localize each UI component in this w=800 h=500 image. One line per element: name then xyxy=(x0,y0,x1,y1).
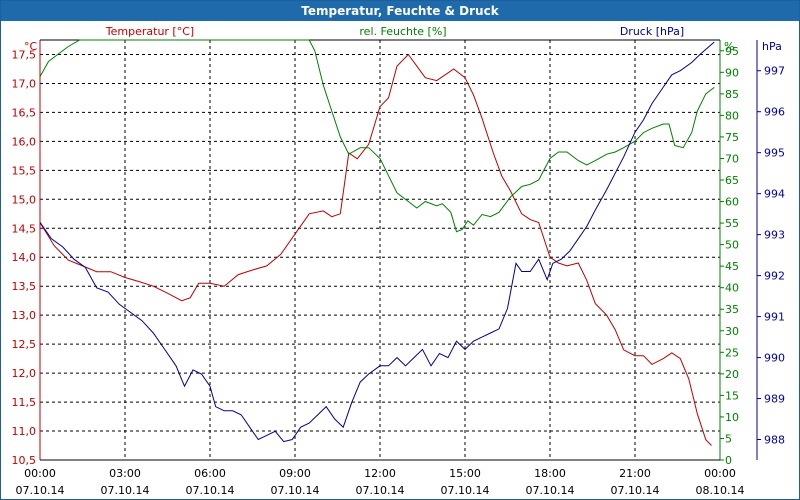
temperature-tick-label: 14,5 xyxy=(12,222,37,235)
x-tick-date: 07.10.14 xyxy=(271,484,320,497)
humidity-tick-label: 15 xyxy=(725,389,739,402)
humidity-tick-label: 90 xyxy=(725,66,739,79)
tick-labels: 00:00 07.10.14 03:00 07.10.14 06:00 07.10.14 0… xyxy=(12,45,786,497)
temperature-tick-label: 11,0 xyxy=(12,425,37,438)
pressure-tick-label: 988 xyxy=(764,434,785,447)
humidity-tick-label: 50 xyxy=(725,239,739,252)
humidity-tick-label: 40 xyxy=(725,282,739,295)
humidity-tick-label: 30 xyxy=(725,325,739,338)
humidity-tick-label: 20 xyxy=(725,368,739,381)
pressure-tick-label: 996 xyxy=(764,106,785,119)
pressure-tick-label: 993 xyxy=(764,229,785,242)
humidity-tick-label: 25 xyxy=(725,346,739,359)
pressure-tick-label: 997 xyxy=(764,65,785,78)
x-tick-date: 07.10.14 xyxy=(526,484,575,497)
x-tick-time: 12:00 xyxy=(364,467,396,480)
humidity-unit: % xyxy=(724,40,734,53)
temperature-unit: °C xyxy=(24,40,38,53)
x-tick-date: 08.10.14 xyxy=(696,484,745,497)
temperature-tick-label: 16,0 xyxy=(12,135,37,148)
x-tick-date: 07.10.14 xyxy=(101,484,150,497)
pressure-tick-label: 990 xyxy=(764,352,785,365)
x-tick-time: 09:00 xyxy=(279,467,311,480)
chart-title: Temperatur, Feuchte & Druck xyxy=(1,1,799,21)
grid xyxy=(40,40,720,461)
x-tick-date: 07.10.14 xyxy=(186,484,235,497)
humidity-tick-label: 10 xyxy=(725,411,739,424)
temperature-tick-label: 11,5 xyxy=(12,396,37,409)
pressure-tick-label: 989 xyxy=(764,393,785,406)
x-tick-date: 07.10.14 xyxy=(16,484,65,497)
temperature-tick-label: 12,5 xyxy=(12,338,37,351)
humidity-tick-label: 85 xyxy=(725,88,739,101)
temperature-tick-label: 14,0 xyxy=(12,251,37,264)
x-tick-time: 06:00 xyxy=(194,467,226,480)
x-tick-date: 07.10.14 xyxy=(441,484,490,497)
temperature-tick-label: 13,0 xyxy=(12,309,37,322)
humidity-tick-label: 80 xyxy=(725,109,739,122)
series-lines xyxy=(39,39,715,446)
humidity-tick-label: 45 xyxy=(725,260,739,273)
temperature-tick-label: 15,0 xyxy=(12,193,37,206)
humidity-tick-label: 65 xyxy=(725,174,739,187)
temperature-tick-label: 13,5 xyxy=(12,280,37,293)
humidity-tick-label: 75 xyxy=(725,131,739,144)
humidity-tick-label: 55 xyxy=(725,217,739,230)
x-tick-time: 00:00 xyxy=(24,467,56,480)
temperature-tick-label: 15,5 xyxy=(12,164,37,177)
humidity-series-line xyxy=(39,39,715,233)
humidity-tick-label: 60 xyxy=(725,196,739,209)
humidity-tick-label: 35 xyxy=(725,303,739,316)
axes xyxy=(39,39,761,461)
pressure-axis-title: Druck [hPa] xyxy=(620,25,684,38)
pressure-tick-label: 994 xyxy=(764,188,785,201)
temperature-tick-label: 10,5 xyxy=(12,454,37,467)
pressure-series-line xyxy=(39,41,715,443)
humidity-axis-title: rel. Feuchte [%] xyxy=(359,25,446,38)
temperature-series-line xyxy=(39,53,712,446)
temperature-tick-label: 17,5 xyxy=(12,48,37,61)
pressure-tick-label: 995 xyxy=(764,147,785,160)
temperature-tick-label: 17,0 xyxy=(12,77,37,90)
x-tick-date: 07.10.14 xyxy=(611,484,660,497)
x-tick-time: 00:00 xyxy=(704,467,736,480)
pressure-unit: hPa xyxy=(762,40,782,53)
axis-labels: Temperatur [°C] rel. Feuchte [%] Druck [hP… xyxy=(24,25,782,53)
x-tick-time: 18:00 xyxy=(534,467,566,480)
pressure-tick-label: 991 xyxy=(764,311,785,324)
x-tick-time: 15:00 xyxy=(449,467,481,480)
temperature-tick-label: 12,0 xyxy=(12,367,37,380)
x-tick-time: 03:00 xyxy=(109,467,141,480)
humidity-tick-label: 70 xyxy=(725,152,739,165)
pressure-tick-label: 992 xyxy=(764,270,785,283)
humidity-tick-label: 5 xyxy=(725,432,732,445)
temperature-tick-label: 16,5 xyxy=(12,106,37,119)
humidity-tick-label: 95 xyxy=(725,45,739,58)
temperature-axis-title: Temperatur [°C] xyxy=(105,25,194,38)
x-tick-date: 07.10.14 xyxy=(356,484,405,497)
x-tick-time: 21:00 xyxy=(619,467,651,480)
humidity-tick-label: 0 xyxy=(725,454,732,467)
